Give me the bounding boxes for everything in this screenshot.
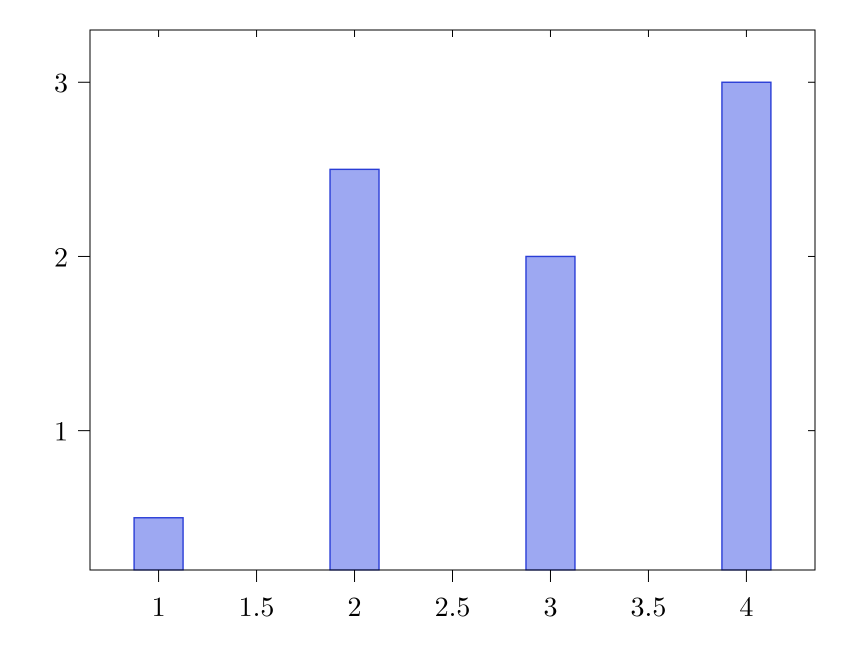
- y-tick-label: 3: [54, 61, 68, 101]
- y-tick-label: 1: [54, 409, 68, 449]
- chart-svg: 1 1.5 2 2.5 3 3.5 4 1 2 3: [0, 0, 855, 660]
- x-tick-label: 1.5: [239, 585, 275, 625]
- x-tick-label: 2.5: [435, 585, 471, 625]
- bar: [134, 518, 183, 570]
- x-tick-label: 3.5: [631, 585, 667, 625]
- x-tick-label: 4: [739, 585, 753, 625]
- bar-chart: 1 1.5 2 2.5 3 3.5 4 1 2 3: [0, 0, 855, 660]
- x-tick-label: 1: [152, 585, 166, 625]
- bar: [526, 256, 575, 570]
- y-tick-label: 2: [54, 235, 68, 275]
- x-tick-label: 3: [543, 585, 557, 625]
- bar: [722, 82, 771, 570]
- x-tick-label: 2: [348, 585, 362, 625]
- bar: [330, 169, 379, 570]
